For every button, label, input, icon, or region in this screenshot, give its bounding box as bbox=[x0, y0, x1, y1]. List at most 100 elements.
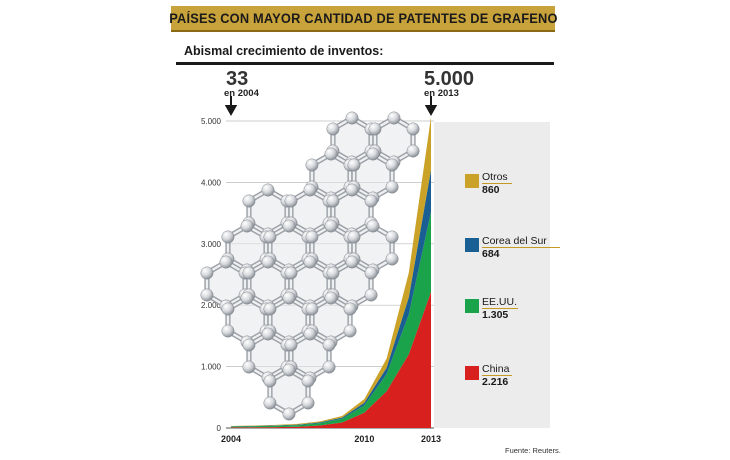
end-annotation-value: 5.000 bbox=[424, 68, 475, 90]
legend-swatch bbox=[465, 174, 479, 188]
molecule-atom bbox=[385, 252, 399, 266]
ring-face bbox=[311, 226, 351, 270]
molecule-atom bbox=[366, 147, 380, 161]
molecule-atom bbox=[406, 122, 420, 136]
ring-face bbox=[332, 190, 372, 234]
ring-face bbox=[269, 298, 309, 342]
subtitle-rule bbox=[176, 62, 554, 65]
molecule-atom bbox=[263, 302, 277, 316]
ring-face bbox=[206, 262, 246, 306]
ring-face bbox=[269, 370, 309, 414]
legend-swatch bbox=[465, 238, 479, 252]
molecule-atom bbox=[221, 324, 235, 338]
start-arrow-icon bbox=[224, 96, 238, 117]
molecule-atom bbox=[284, 194, 298, 208]
molecule-atom bbox=[347, 158, 361, 172]
y-tick-label: 4.000 bbox=[201, 178, 222, 187]
annotation-arrows bbox=[224, 96, 438, 117]
y-tick-label: 5.000 bbox=[201, 117, 222, 126]
title-bar: PAÍSES CON MAYOR CANTIDAD DE PATENTES DE… bbox=[168, 6, 558, 32]
molecule-atom bbox=[219, 255, 233, 269]
ring-face bbox=[290, 334, 330, 378]
legend-panel bbox=[434, 122, 550, 428]
molecule-atom bbox=[263, 374, 277, 388]
molecule-atom bbox=[301, 374, 315, 388]
molecule-atom bbox=[364, 194, 378, 208]
ring-face bbox=[332, 262, 372, 306]
legend-underline bbox=[482, 308, 518, 309]
molecule-atom bbox=[347, 230, 361, 244]
molecule-atom bbox=[242, 360, 256, 374]
molecule-atom bbox=[303, 255, 317, 269]
y-tick-labels: 0 1.000 2.000 3.000 4.000 5.000 bbox=[201, 117, 222, 433]
end-arrow-icon bbox=[424, 96, 438, 117]
legend-series-name: Otros bbox=[482, 171, 508, 183]
molecule-atom bbox=[406, 144, 420, 158]
ring-face bbox=[248, 334, 288, 378]
ring-face bbox=[311, 154, 351, 198]
molecule-atom bbox=[322, 360, 336, 374]
legend-series-value: 2.216 bbox=[482, 376, 509, 388]
ring-face bbox=[332, 118, 372, 162]
molecule-atom bbox=[387, 111, 401, 125]
infographic-title: PAÍSES CON MAYOR CANTIDAD DE PATENTES DE… bbox=[168, 10, 558, 26]
start-annotation-value: 33 bbox=[226, 68, 249, 90]
molecule-atom bbox=[282, 363, 296, 377]
molecule-atom bbox=[326, 266, 340, 280]
molecule-atom bbox=[282, 291, 296, 305]
molecule-atom bbox=[303, 183, 317, 197]
stacked-areas bbox=[231, 117, 431, 428]
ring-face bbox=[290, 190, 330, 234]
legend-series-name: Corea del Sur bbox=[482, 235, 547, 247]
molecule-atom bbox=[240, 291, 254, 305]
molecule-atom bbox=[282, 219, 296, 233]
molecule-atom bbox=[242, 266, 256, 280]
y-tick-label: 1.000 bbox=[201, 363, 222, 372]
molecule-atom bbox=[282, 407, 296, 421]
end-annotation-caption: en 2013 bbox=[424, 88, 459, 99]
y-tick-label: 0 bbox=[217, 424, 222, 433]
molecule-atom bbox=[301, 396, 315, 410]
legend-series-value: 684 bbox=[482, 248, 500, 260]
molecule-atom bbox=[385, 158, 399, 172]
x-tick-label: 2010 bbox=[354, 434, 374, 444]
molecule-atom bbox=[322, 338, 336, 352]
ring-face bbox=[227, 226, 267, 270]
molecule-atom bbox=[303, 327, 317, 341]
molecule-atom bbox=[284, 338, 298, 352]
molecule-atom bbox=[263, 230, 277, 244]
ring-face bbox=[290, 262, 330, 306]
molecule-atom bbox=[343, 324, 357, 338]
molecule-atom bbox=[366, 219, 380, 233]
molecule-atom bbox=[368, 122, 382, 136]
molecule-atom bbox=[240, 219, 254, 233]
molecule-atom bbox=[242, 194, 256, 208]
molecule-atom bbox=[261, 255, 275, 269]
molecule-atom bbox=[200, 288, 214, 302]
ring-face bbox=[269, 226, 309, 270]
molecule-atom bbox=[200, 266, 214, 280]
molecule-atom bbox=[343, 302, 357, 316]
y-tick-label: 2.000 bbox=[201, 301, 222, 310]
legend-underline bbox=[482, 375, 512, 376]
x-tick-label: 2013 bbox=[421, 434, 441, 444]
legend-underline bbox=[482, 247, 560, 248]
legend-swatch bbox=[465, 366, 479, 380]
molecule-atom bbox=[242, 338, 256, 352]
molecule-atom bbox=[326, 122, 340, 136]
molecule-atom bbox=[324, 147, 338, 161]
molecule-atom bbox=[364, 266, 378, 280]
ring-face bbox=[374, 118, 414, 162]
x-tick-labels: 2004 2010 2013 bbox=[221, 434, 441, 444]
source-note: Fuente: Reuters. bbox=[505, 446, 561, 455]
molecule-atom bbox=[263, 396, 277, 410]
molecule-atom bbox=[305, 230, 319, 244]
molecule-atom bbox=[261, 183, 275, 197]
graphene-molecule-illustration bbox=[200, 111, 420, 421]
ring-face bbox=[311, 298, 351, 342]
legend-swatch bbox=[465, 299, 479, 313]
molecule-atom bbox=[221, 302, 235, 316]
legend-series-name: EE.UU. bbox=[482, 296, 518, 308]
ring-face bbox=[248, 262, 288, 306]
